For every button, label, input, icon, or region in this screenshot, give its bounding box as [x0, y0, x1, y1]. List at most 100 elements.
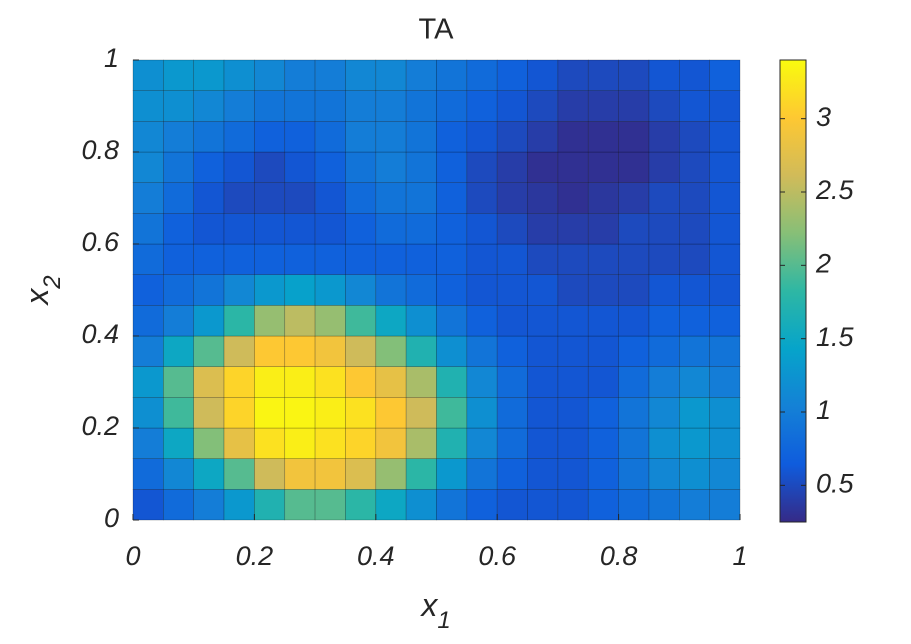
heatmap-cell — [132, 335, 164, 367]
heatmap-cell — [436, 121, 468, 153]
heatmap-cell — [223, 427, 255, 459]
heatmap-cell — [314, 90, 346, 122]
x-label-base: x — [419, 587, 438, 623]
heatmap-cell — [496, 489, 528, 521]
heatmap-cell — [314, 427, 346, 459]
heatmap-cell — [193, 59, 225, 91]
heatmap-cell — [436, 182, 468, 214]
heatmap-cell — [436, 397, 468, 429]
heatmap-cell — [345, 90, 377, 122]
heatmap-cell — [587, 305, 619, 337]
heatmap-cell — [193, 427, 225, 459]
heatmap-cell — [618, 427, 650, 459]
heatmap-cell — [223, 151, 255, 183]
heatmap-cell — [132, 458, 164, 490]
colorbar-tick-label: 2 — [815, 248, 831, 278]
heatmap-cell — [163, 274, 195, 306]
heatmap-cell — [284, 213, 316, 245]
heatmap-cell — [132, 397, 164, 429]
heatmap-cell — [618, 458, 650, 490]
heatmap-cell — [254, 121, 286, 153]
heatmap-cell — [587, 427, 619, 459]
heatmap-cell — [345, 151, 377, 183]
heatmap-cell — [557, 305, 589, 337]
heatmap-cell — [709, 59, 741, 91]
heatmap-cell — [132, 90, 164, 122]
heatmap-cell — [375, 274, 407, 306]
heatmap-cell — [436, 59, 468, 91]
heatmap-cell — [254, 151, 286, 183]
heatmap-cell — [405, 121, 437, 153]
heatmap-cell — [284, 305, 316, 337]
heatmap-cell — [587, 458, 619, 490]
heatmap-cell — [436, 274, 468, 306]
heatmap-cell — [405, 274, 437, 306]
heatmap-cell — [436, 427, 468, 459]
heatmap-cell — [405, 305, 437, 337]
heatmap-cell — [223, 121, 255, 153]
y-tick-label: 0 — [104, 503, 119, 533]
heatmap-cell — [375, 151, 407, 183]
heatmap-cell — [678, 182, 710, 214]
heatmap-cell — [163, 458, 195, 490]
heatmap-cell — [587, 274, 619, 306]
heatmap-cell — [163, 335, 195, 367]
heatmap-cell — [223, 213, 255, 245]
heatmap-cell — [193, 489, 225, 521]
heatmap-cell — [132, 427, 164, 459]
heatmap-cell — [314, 121, 346, 153]
heatmap-cell — [557, 397, 589, 429]
heatmap-cell — [466, 121, 498, 153]
heatmap-cell — [284, 397, 316, 429]
heatmap-cell — [223, 243, 255, 275]
heatmap-cell — [345, 213, 377, 245]
heatmap-cell — [709, 182, 741, 214]
heatmap-cell — [678, 213, 710, 245]
heatmap-cell — [405, 489, 437, 521]
heatmap-cell — [284, 335, 316, 367]
heatmap-cell — [405, 397, 437, 429]
heatmap-cell — [557, 121, 589, 153]
heatmap-cell — [678, 427, 710, 459]
heatmap-cell — [375, 489, 407, 521]
heatmap-cell — [314, 182, 346, 214]
heatmap-cell — [678, 335, 710, 367]
heatmap-cell — [405, 90, 437, 122]
heatmap-cell — [254, 59, 286, 91]
heatmap-cell — [405, 59, 437, 91]
heatmap-cell — [254, 397, 286, 429]
heatmap-cell — [527, 427, 559, 459]
heatmap-cell — [466, 427, 498, 459]
heatmap-cell — [284, 90, 316, 122]
heatmap-cell — [375, 397, 407, 429]
heatmap-cell — [527, 458, 559, 490]
heatmap-cell — [405, 213, 437, 245]
heatmap-cell — [345, 59, 377, 91]
heatmap-cell — [678, 489, 710, 521]
heatmap-cell — [496, 427, 528, 459]
heatmap-cell — [618, 59, 650, 91]
heatmap-cell — [496, 151, 528, 183]
heatmap-cell — [648, 243, 680, 275]
heatmap-cell — [254, 305, 286, 337]
heatmap-cell — [709, 305, 741, 337]
heatmap-cell — [254, 427, 286, 459]
heatmap-cell — [648, 121, 680, 153]
heatmap-cell — [163, 121, 195, 153]
heatmap-cell — [678, 59, 710, 91]
heatmap-cell — [466, 274, 498, 306]
heatmap-cell — [193, 366, 225, 398]
heatmap-cell — [496, 182, 528, 214]
heatmap-cell — [284, 243, 316, 275]
heatmap-cell — [587, 151, 619, 183]
heatmap-cell — [314, 397, 346, 429]
heatmap-cell — [678, 366, 710, 398]
heatmap-cell — [345, 458, 377, 490]
heatmap-cell — [466, 335, 498, 367]
x-tick-label: 0.4 — [357, 541, 395, 571]
heatmap-cell — [618, 121, 650, 153]
heatmap-cell — [587, 59, 619, 91]
heatmap-cell — [163, 59, 195, 91]
heatmap-cell — [132, 366, 164, 398]
